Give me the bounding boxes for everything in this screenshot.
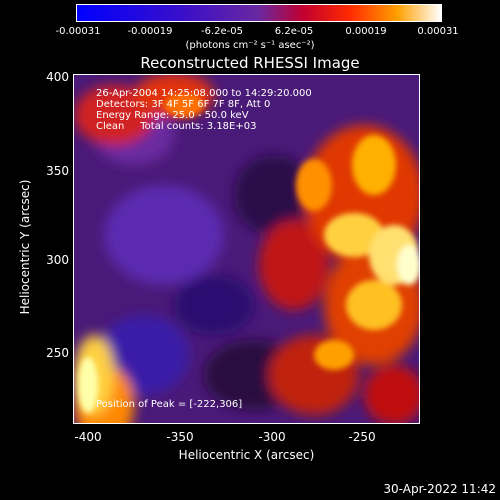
timestamp: 30-Apr-2022 11:42 (383, 482, 496, 496)
y-tick-label: 300 (46, 253, 69, 267)
colorbar-tick: -0.00031 (55, 26, 101, 37)
time-range-text: 26-Apr-2004 14:25:08.000 to 14:29:20.000 (96, 88, 312, 99)
energy-range-text: Energy Range: 25.0 - 50.0 keV (96, 110, 249, 121)
colorbar-tick: 0.00031 (417, 26, 459, 37)
x-tick-label: -350 (166, 430, 194, 444)
y-tick-label: 250 (46, 346, 69, 360)
colorbar-units: (photons cm⁻² s⁻¹ asec⁻²) (185, 40, 315, 51)
colorbar-tick: -6.2e-05 (201, 26, 243, 37)
plot-title: Reconstructed RHESSI Image (140, 54, 360, 72)
y-tick-label: 400 (46, 70, 69, 84)
clean-counts-text: Clean Total counts: 3.18E+03 (96, 121, 257, 132)
y-axis-label: Heliocentric Y (arcsec) (18, 179, 32, 315)
peak-position-text: Position of Peak = [-222,306] (96, 399, 243, 410)
x-tick-label: -400 (74, 430, 102, 444)
colorbar (76, 4, 442, 22)
x-axis-label: Heliocentric X (arcsec) (178, 448, 315, 462)
x-tick-label: -250 (348, 430, 376, 444)
image-canvas (74, 75, 419, 423)
colorbar-gradient (77, 5, 441, 21)
colorbar-tick: 6.2e-05 (274, 26, 314, 37)
rhessi-image (73, 74, 420, 424)
colorbar-tick: -0.00019 (127, 26, 173, 37)
detectors-text: Detectors: 3F 4F 5F 6F 7F 8F, Att 0 (96, 99, 271, 110)
x-tick-label: -300 (258, 430, 286, 444)
colorbar-tick: 0.00019 (345, 26, 387, 37)
y-tick-label: 350 (46, 164, 69, 178)
